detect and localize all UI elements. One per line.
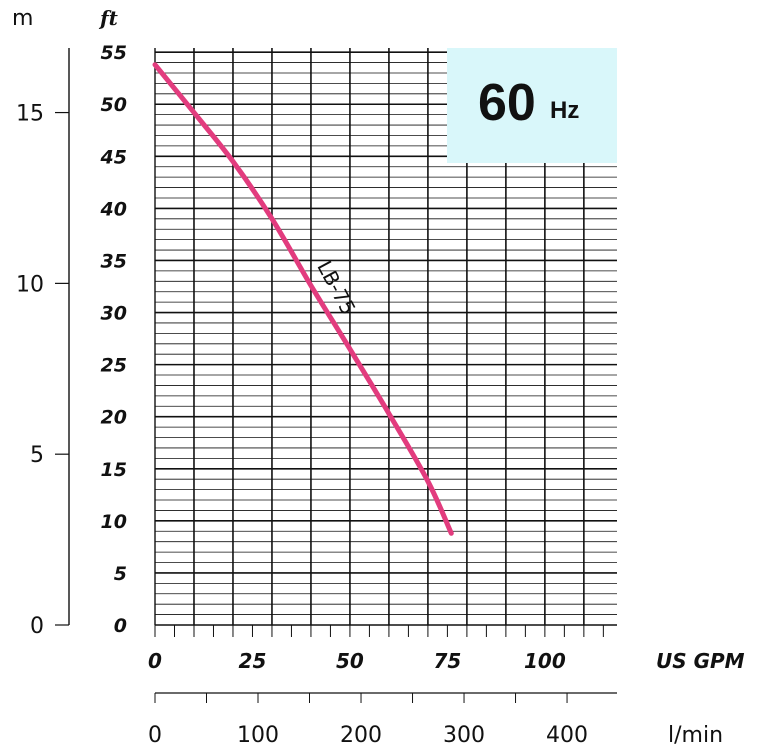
ft-tick-label: 35	[101, 250, 127, 272]
gpm-tick-label: 75	[433, 649, 461, 673]
m-tick-label: 0	[30, 614, 44, 639]
tick-labels: 0 5 10 15 0 5 10 15 20 25 30 35 40 45 50 55 0 25 50 75 100 0 1…	[16, 42, 588, 748]
ft-tick-label: 55	[101, 42, 127, 64]
series: LB-75	[152, 62, 454, 536]
lmin-tick-label: 100	[237, 723, 279, 748]
ft-tick-label: 0	[114, 615, 127, 637]
m-tick-label: 15	[16, 102, 44, 127]
gpm-tick-label: 0	[148, 649, 162, 673]
ft-tick-label: 20	[101, 407, 127, 429]
ft-axis-label: ft	[98, 6, 119, 30]
gpm-axis-label: US GPM	[656, 649, 745, 673]
gpm-tick-label: 50	[336, 649, 364, 673]
ft-tick-label: 15	[101, 459, 127, 481]
lmin-tick-label: 200	[340, 723, 382, 748]
m-axis-label: m	[12, 6, 33, 31]
gpm-tick-label: 25	[239, 649, 267, 673]
ft-tick-label: 45	[100, 146, 127, 168]
lmin-tick-label: 0	[148, 723, 162, 748]
ft-tick-label: 40	[100, 198, 127, 220]
ft-tick-label: 30	[101, 303, 127, 325]
m-tick-label: 10	[16, 272, 44, 297]
ft-tick-label: 25	[101, 355, 127, 377]
series-line	[152, 62, 454, 536]
ft-tick-label: 10	[101, 511, 127, 533]
lmin-axis-label: l/min	[668, 723, 723, 748]
series-label: LB-75	[312, 257, 360, 319]
lmin-tick-label: 400	[546, 723, 588, 748]
gpm-tick-label: 100	[524, 649, 566, 673]
lmin-tick-label: 300	[443, 723, 485, 748]
axes	[55, 48, 617, 703]
ft-tick-label: 5	[114, 563, 127, 585]
m-tick-label: 5	[30, 443, 44, 468]
ft-tick-label: 50	[101, 94, 127, 116]
frequency-unit: Hz	[550, 97, 579, 124]
frequency-value: 60	[478, 74, 536, 132]
frequency-badge	[447, 48, 617, 163]
